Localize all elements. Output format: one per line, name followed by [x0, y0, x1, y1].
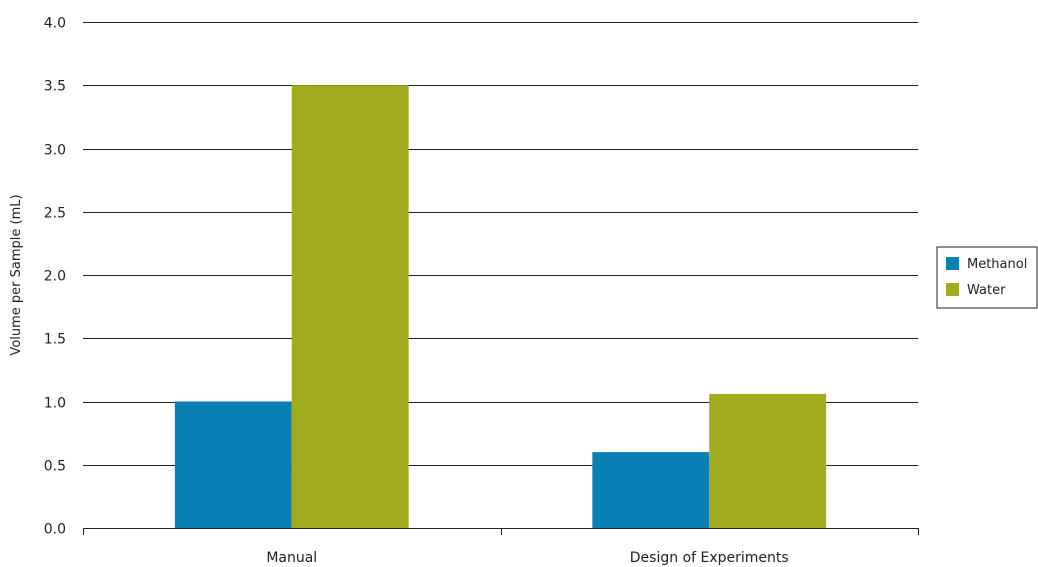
y-tick-label: 1.0	[44, 396, 66, 412]
bar-water-1	[709, 393, 827, 528]
legend-swatch-water	[946, 283, 959, 296]
y-tick-label: 0.5	[44, 459, 66, 475]
y-tick-label: 2.5	[44, 206, 66, 222]
x-tick-label: Design of Experiments	[630, 550, 789, 566]
y-axis-title: Volume per Sample (mL)	[9, 194, 24, 355]
legend: Methanol Water	[936, 246, 1038, 309]
y-tick-label: 3.5	[44, 79, 66, 95]
x-axis	[83, 528, 919, 535]
x-tick-labels: Manual Design of Experiments	[266, 550, 788, 566]
x-tick-label: Manual	[266, 550, 317, 566]
y-tick-label: 2.0	[44, 269, 66, 285]
y-tick-labels: 0.0 0.5 1.0 1.5 2.0 2.5 3.0 3.5 4.0	[44, 16, 66, 538]
legend-swatch-methanol	[946, 257, 959, 270]
bar-methanol-1	[592, 452, 710, 528]
legend-label-methanol: Methanol	[967, 257, 1027, 272]
y-tick-label: 1.5	[44, 332, 66, 348]
bar-methanol-0	[174, 401, 292, 528]
y-tick-label: 0.0	[44, 522, 66, 538]
bar-water-0	[291, 85, 409, 528]
y-tick-label: 4.0	[44, 16, 66, 32]
legend-label-water: Water	[967, 283, 1006, 298]
y-tick-label: 3.0	[44, 143, 66, 159]
bars	[174, 85, 827, 528]
